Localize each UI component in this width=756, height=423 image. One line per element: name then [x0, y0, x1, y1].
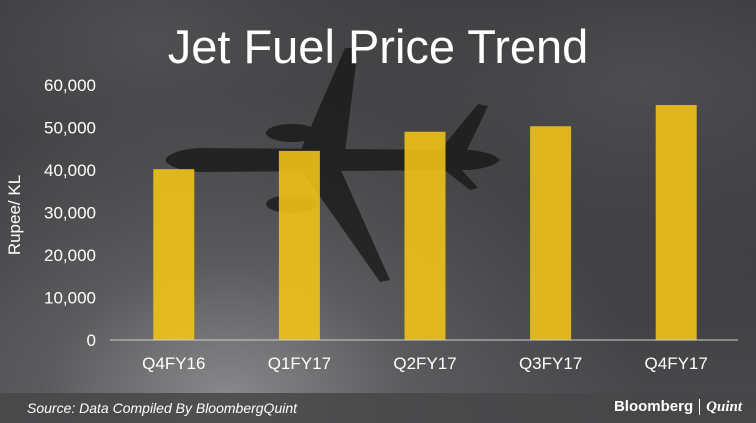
logo-quint: Quint [706, 399, 742, 415]
x-tick-label: Q4FY17 [645, 354, 708, 373]
footer-bar: Source: Data Compiled By BloombergQuint … [0, 393, 756, 423]
x-tick-label: Q2FY17 [393, 354, 456, 373]
x-tick-label: Q4FY16 [142, 354, 205, 373]
chart-title: Jet Fuel Price Trend [168, 20, 589, 73]
bar-q1fy17 [278, 150, 320, 340]
y-tick-label: 60,000 [44, 76, 96, 95]
x-axis-ticks: Q4FY16 Q1FY17 Q2FY17 Q3FY17 Q4FY17 [142, 354, 708, 373]
y-tick-label: 10,000 [44, 289, 96, 308]
airplane-icon [165, 48, 500, 282]
y-tick-label: 50,000 [44, 119, 96, 138]
x-tick-label: Q3FY17 [519, 354, 582, 373]
x-tick-label: Q1FY17 [268, 354, 331, 373]
brand-logo: Bloomberg Quint [614, 398, 742, 416]
y-tick-label: 30,000 [44, 204, 96, 223]
y-axis-ticks: 0 10,000 20,000 30,000 40,000 50,000 60,000 [44, 76, 96, 350]
y-axis-label: Rupee/ KL [5, 175, 24, 255]
bar-q3fy17 [530, 126, 572, 340]
logo-bloomberg: Bloomberg [613, 398, 694, 415]
bars [153, 104, 697, 340]
bar-q4fy17 [655, 104, 697, 340]
source-note: Source: Data Compiled By BloombergQuint [27, 400, 298, 416]
bar-q2fy17 [404, 131, 446, 340]
y-tick-label: 40,000 [44, 161, 96, 180]
y-tick-label: 0 [87, 331, 96, 350]
y-tick-label: 20,000 [44, 246, 96, 265]
bar-q4fy16 [153, 169, 195, 340]
